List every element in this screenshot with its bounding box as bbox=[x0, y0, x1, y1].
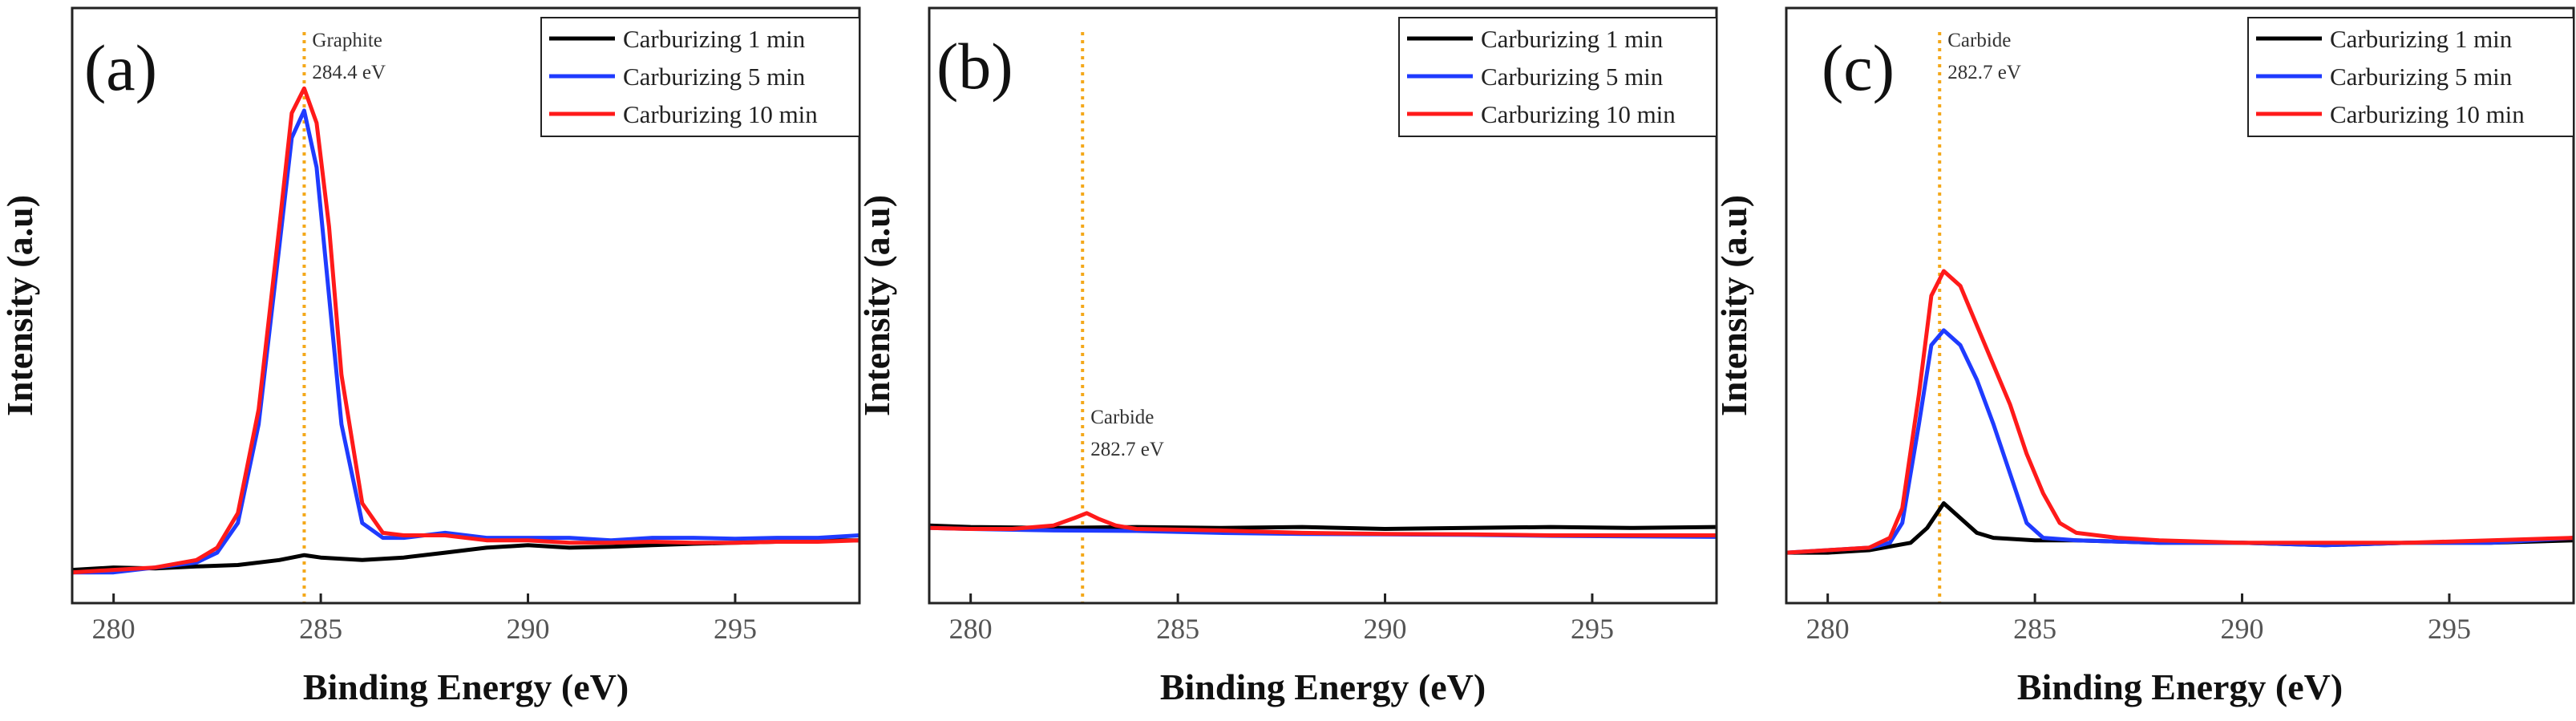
x-tick-label: 290 bbox=[1364, 613, 1407, 645]
series-line-2 bbox=[72, 108, 860, 575]
legend-entry-2: Carburizing 5 min bbox=[623, 63, 806, 91]
plot-frame bbox=[1785, 6, 2575, 605]
y-axis-label: Intensity (a.u) bbox=[856, 195, 897, 416]
x-tick-label: 280 bbox=[1806, 613, 1850, 645]
legend-entry-1: Carburizing 1 min bbox=[623, 25, 806, 53]
y-axis-label: Intensity (a.u) bbox=[1713, 195, 1754, 416]
plot-frame bbox=[928, 6, 1718, 605]
chart-panel-c: 280 285 290 295 Binding Energy (eV) Intensity… bbox=[1713, 6, 2575, 707]
annotation-label-energy: 284.4 eV bbox=[312, 62, 386, 83]
panel-label: (b) bbox=[936, 30, 1013, 103]
legend-entry-2: Carburizing 5 min bbox=[2330, 63, 2513, 91]
annotation-label-name: Graphite bbox=[312, 30, 382, 51]
x-tick-label: 295 bbox=[714, 613, 757, 645]
legend-entry-3: Carburizing 10 min bbox=[623, 100, 818, 128]
x-tick-label: 285 bbox=[299, 613, 342, 645]
x-axis-label: Binding Energy (eV) bbox=[1160, 666, 1486, 707]
x-tick-label: 285 bbox=[2013, 613, 2056, 645]
legend-entry-1: Carburizing 1 min bbox=[2330, 25, 2513, 53]
legend-entry-2: Carburizing 5 min bbox=[1481, 63, 1664, 91]
annotation-label-name: Carbide bbox=[1090, 407, 1154, 428]
x-tick-label: 285 bbox=[1156, 613, 1199, 645]
x-tick-label: 290 bbox=[2221, 613, 2264, 645]
annotation-label-name: Carbide bbox=[1947, 30, 2011, 51]
series-line-3 bbox=[71, 86, 860, 575]
legend-entry-3: Carburizing 10 min bbox=[1481, 100, 1676, 128]
x-tick-label: 290 bbox=[507, 613, 550, 645]
x-tick-label: 280 bbox=[92, 613, 135, 645]
annotation-label-energy: 282.7 eV bbox=[1947, 62, 2021, 83]
x-tick-label: 295 bbox=[2428, 613, 2471, 645]
x-axis-label: Binding Energy (eV) bbox=[303, 666, 629, 707]
plot-frame bbox=[71, 6, 861, 605]
panel-label: (a) bbox=[84, 31, 157, 104]
chart-panel-b: 280 285 290 295 Binding Energy (eV) Intensity… bbox=[856, 6, 1718, 707]
x-axis-label: Binding Energy (eV) bbox=[2017, 666, 2343, 707]
legend-entry-3: Carburizing 10 min bbox=[2330, 100, 2525, 128]
annotation-label-energy: 282.7 eV bbox=[1090, 439, 1164, 460]
x-tick-label: 295 bbox=[1571, 613, 1614, 645]
series-line-3 bbox=[1785, 269, 2574, 555]
series-line-3 bbox=[928, 511, 1717, 537]
x-tick-label: 280 bbox=[949, 613, 993, 645]
legend-entry-1: Carburizing 1 min bbox=[1481, 25, 1664, 53]
chart-panel-a: 280 285 290 295 Binding Energy (eV) Intensity… bbox=[0, 6, 861, 707]
panel-label: (c) bbox=[1822, 31, 1895, 104]
y-axis-label: Intensity (a.u) bbox=[0, 195, 40, 416]
